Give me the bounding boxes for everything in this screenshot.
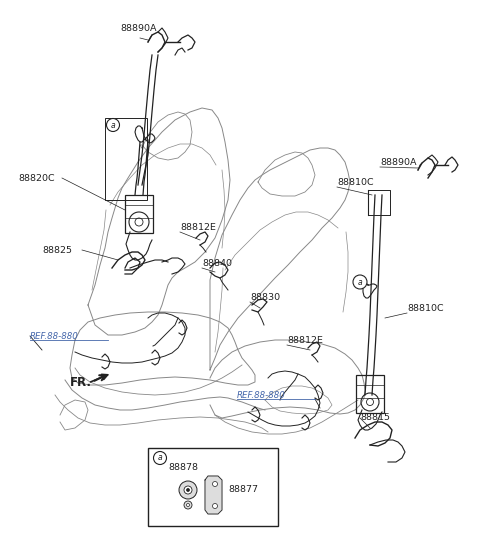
Circle shape <box>187 503 190 506</box>
Text: 88815: 88815 <box>360 413 390 422</box>
Text: FR.: FR. <box>70 376 92 389</box>
Circle shape <box>213 482 217 487</box>
Text: 88878: 88878 <box>168 464 198 473</box>
Text: 88825: 88825 <box>42 245 72 254</box>
Bar <box>125 195 153 233</box>
Circle shape <box>187 488 190 492</box>
Text: 88810C: 88810C <box>337 178 373 186</box>
Bar <box>105 118 147 200</box>
Text: 88890A: 88890A <box>120 24 156 32</box>
Circle shape <box>184 501 192 509</box>
Text: 88820C: 88820C <box>18 174 55 183</box>
Circle shape <box>107 119 120 132</box>
Circle shape <box>179 481 197 499</box>
Text: 88877: 88877 <box>228 486 258 494</box>
Text: 88830: 88830 <box>250 292 280 301</box>
Text: REF.88-880: REF.88-880 <box>237 390 286 399</box>
Bar <box>356 375 384 413</box>
Text: a: a <box>358 278 362 287</box>
Text: 88812E: 88812E <box>287 335 323 344</box>
Circle shape <box>353 275 367 289</box>
Text: a: a <box>158 454 162 463</box>
Text: 88810C: 88810C <box>407 304 444 312</box>
Circle shape <box>184 486 192 494</box>
Text: a: a <box>111 120 115 129</box>
Text: REF.88-880: REF.88-880 <box>30 332 79 340</box>
Polygon shape <box>205 476 222 514</box>
Bar <box>148 448 278 526</box>
Circle shape <box>213 503 217 508</box>
Text: 88890A: 88890A <box>380 157 417 166</box>
Text: 88812E: 88812E <box>180 222 216 231</box>
Circle shape <box>154 451 167 464</box>
Text: 88840: 88840 <box>202 259 232 268</box>
